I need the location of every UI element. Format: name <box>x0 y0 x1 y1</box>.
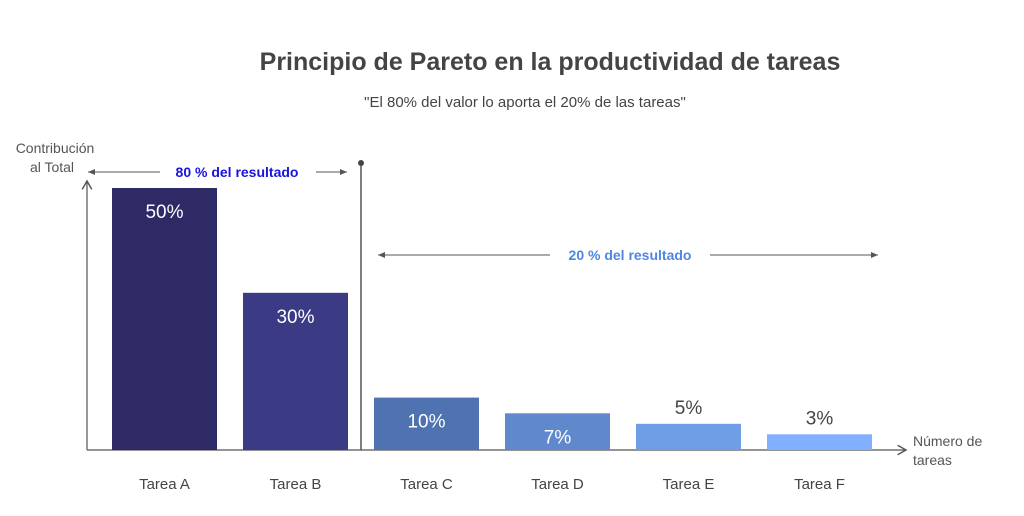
category-label: Tarea C <box>400 476 453 493</box>
value-label: 7% <box>544 427 572 448</box>
value-label: 30% <box>276 307 314 328</box>
bar-tarea-f <box>767 434 872 450</box>
y-axis-label-2: al Total <box>30 159 74 175</box>
bar-tarea-b <box>243 292 348 450</box>
bar-tarea-c <box>374 397 479 450</box>
value-label: 3% <box>806 408 834 429</box>
value-label: 10% <box>407 412 445 433</box>
bar-tarea-a <box>112 188 217 450</box>
chart-subtitle: "El 80% del valor lo aporta el 20% de la… <box>364 94 686 111</box>
category-label: Tarea D <box>531 476 584 493</box>
bar-tarea-d <box>505 413 610 450</box>
value-label: 50% <box>145 202 183 223</box>
category-label: Tarea F <box>794 476 845 493</box>
y-axis-label-1: Contribución <box>16 140 95 156</box>
category-label: Tarea A <box>139 476 190 493</box>
category-label: Tarea B <box>270 476 322 493</box>
category-label: Tarea E <box>663 476 715 493</box>
divider-dot <box>358 160 364 166</box>
x-axis-label-1: Número de <box>913 433 982 449</box>
x-axis-label-2: tareas <box>913 452 952 468</box>
bar-tarea-e <box>636 423 741 450</box>
value-label: 5% <box>675 398 703 419</box>
chart-title: Principio de Pareto en la productividad … <box>260 48 841 76</box>
annotation-80: 80 % del resultado <box>176 164 299 180</box>
annotation-20: 20 % del resultado <box>569 247 692 263</box>
